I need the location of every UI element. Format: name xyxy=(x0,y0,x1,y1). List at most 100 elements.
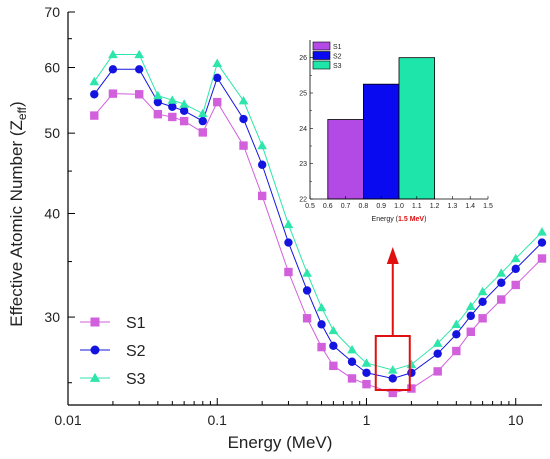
main-series xyxy=(89,49,547,398)
inset-y-tick-label: 23 xyxy=(299,161,307,168)
data-point xyxy=(511,264,520,274)
data-point xyxy=(433,367,442,376)
data-point xyxy=(388,374,397,383)
data-point xyxy=(317,320,326,329)
legend-marker xyxy=(89,372,101,382)
data-point xyxy=(257,191,267,201)
data-point xyxy=(478,314,487,323)
data-point xyxy=(197,108,208,118)
data-point xyxy=(347,374,357,383)
data-point xyxy=(478,297,487,307)
data-point xyxy=(212,58,223,67)
data-point xyxy=(466,311,475,321)
data-point xyxy=(433,349,442,358)
data-point xyxy=(257,140,267,150)
data-point xyxy=(407,368,416,377)
inset-legend-swatch xyxy=(312,51,331,60)
main-axes: 0.01 0.1 1 10 30 40 50 60 70 xyxy=(44,4,542,428)
y-tick-label: 40 xyxy=(44,205,60,221)
data-point xyxy=(347,344,357,354)
inset-x-tick-label: 1.3 xyxy=(448,203,458,210)
data-point xyxy=(108,49,118,59)
data-point xyxy=(316,302,327,312)
data-point xyxy=(407,384,416,393)
data-point xyxy=(238,95,249,105)
inset-x-axis-title-main: Energy ( xyxy=(372,216,399,223)
data-point xyxy=(134,49,145,59)
data-point xyxy=(537,254,547,263)
bar-s2 xyxy=(362,83,400,200)
inset-x-tick-label: 0.9 xyxy=(376,203,386,210)
inset-legend-label: S3 xyxy=(333,63,342,70)
data-point xyxy=(362,379,371,389)
x-axis-title: Energy (MeV) xyxy=(228,433,333,452)
data-point xyxy=(153,90,163,100)
data-point xyxy=(510,253,521,263)
data-point xyxy=(135,65,144,74)
data-point xyxy=(496,268,507,277)
inset-legend-label: S2 xyxy=(333,54,342,61)
legend-label: S1 xyxy=(126,315,146,332)
inset-legend-swatch xyxy=(312,60,331,70)
data-point xyxy=(257,160,267,169)
data-point xyxy=(497,295,506,304)
legend-marker xyxy=(90,345,100,355)
data-point xyxy=(329,341,338,350)
data-point xyxy=(497,278,506,287)
annotation xyxy=(374,247,411,391)
inset-y-tick-label: 26 xyxy=(299,55,307,62)
inset-x-axis-title-close: ) xyxy=(424,216,426,223)
y-axis-title-sub: eff xyxy=(15,106,29,120)
data-point xyxy=(284,267,293,277)
inset-x-axis-title-highlight: 1.5 MeV xyxy=(398,216,424,223)
data-point xyxy=(179,99,189,108)
data-point xyxy=(179,106,189,116)
data-point xyxy=(465,301,476,311)
data-point xyxy=(213,97,222,107)
y-tick-label: 60 xyxy=(44,60,60,76)
legend-marker xyxy=(90,317,100,327)
y-axis-title-close: ) xyxy=(7,101,26,107)
data-point xyxy=(452,346,461,356)
inset-legend-label: S1 xyxy=(333,44,342,51)
data-point xyxy=(153,97,163,107)
data-point xyxy=(167,95,178,104)
inset-x-tick-label: 0.7 xyxy=(341,203,351,210)
inset-y-tick-label: 22 xyxy=(299,197,307,204)
data-point xyxy=(451,319,462,328)
data-point xyxy=(452,330,461,339)
y-tick-label: 30 xyxy=(44,309,60,325)
data-point xyxy=(388,388,397,398)
data-point xyxy=(362,368,371,377)
inset-chart: 0.5 0.6 0.7 0.8 0.9 1.0 1.1 1.2 1.3 1.4 1.5 22 23 24 2… xyxy=(299,40,493,223)
bar-s3 xyxy=(398,57,435,200)
data-point xyxy=(198,128,207,137)
bar-s1 xyxy=(327,119,364,200)
data-point xyxy=(432,338,443,347)
data-point xyxy=(108,65,118,74)
data-point xyxy=(328,325,339,335)
arrow-head xyxy=(386,247,399,264)
inset-x-axis-title: Energy (1.5 MeV) xyxy=(372,216,427,223)
data-point xyxy=(361,358,372,367)
data-point xyxy=(89,76,100,86)
data-point xyxy=(302,314,312,323)
data-point xyxy=(168,102,177,111)
data-point xyxy=(387,365,398,374)
legend-label: S3 xyxy=(126,371,146,388)
data-point xyxy=(284,238,293,247)
data-point xyxy=(406,359,417,369)
data-point xyxy=(90,90,99,99)
y-axis-title: Effective Atomic Number (Zeff) xyxy=(7,101,29,326)
data-point xyxy=(466,327,475,336)
series-s3 xyxy=(89,49,547,374)
data-point xyxy=(302,286,312,295)
data-point xyxy=(153,110,163,119)
x-tick-label: 0.1 xyxy=(208,412,228,428)
y-axis-title-main: Effective Atomic Number (Z xyxy=(7,120,26,327)
inset-x-tick-label: 0.8 xyxy=(359,203,369,210)
inset-x-tick-label: 1.5 xyxy=(483,203,493,210)
y-tick-label: 50 xyxy=(44,125,60,141)
series-s1 xyxy=(90,89,547,398)
